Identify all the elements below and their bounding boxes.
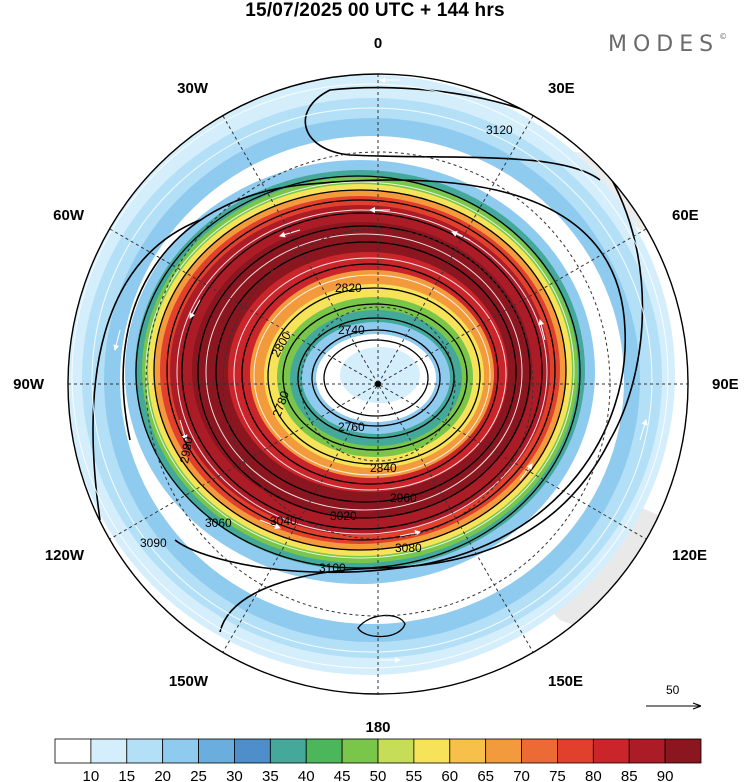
colorbar-swatch bbox=[305, 738, 343, 764]
wind-speed-field bbox=[68, 74, 688, 694]
contour-label-2760: 2760 bbox=[338, 420, 365, 434]
colorbar: 10 15 20 25 30 35 40 45 50 55 60 65 70 75 80 85 90 bbox=[54, 738, 702, 782]
contour-label-3120: 3120 bbox=[486, 123, 513, 137]
colorbar-swatch bbox=[377, 738, 415, 764]
contour-labels: 2740 2760 2780 2800 2820 2840 2960 2980 … bbox=[140, 123, 513, 575]
contour-label-3080: 3080 bbox=[395, 541, 422, 555]
lon-label-150e: 150E bbox=[548, 673, 583, 690]
colorbar-tick-label: 90 bbox=[657, 768, 674, 782]
colorbar-swatch bbox=[485, 738, 522, 764]
colorbar-tick-label: 60 bbox=[441, 768, 458, 782]
lon-label-60w: 60W bbox=[53, 207, 85, 224]
colorbar-tick-label: 30 bbox=[226, 768, 243, 782]
colorbar-swatch bbox=[198, 738, 235, 764]
copyright-mark: © bbox=[719, 32, 728, 41]
colorbar-swatch bbox=[521, 738, 558, 764]
brand-name: MODES bbox=[608, 32, 720, 57]
contour-label-3040: 3040 bbox=[270, 514, 297, 528]
lon-label-120w: 120W bbox=[45, 547, 85, 564]
contour-label-2740: 2740 bbox=[338, 323, 365, 337]
colorbar-tick-label: 80 bbox=[585, 768, 602, 782]
geopotential-contours bbox=[92, 86, 644, 638]
graticule bbox=[68, 74, 688, 694]
colorbar-swatch bbox=[413, 738, 451, 764]
colorbar-swatch bbox=[162, 738, 199, 764]
lon-label-30w: 30W bbox=[177, 80, 209, 97]
colorbar-tick-label: 25 bbox=[190, 768, 207, 782]
contour-label-2840: 2840 bbox=[370, 461, 397, 475]
colorbar-tick-label: 15 bbox=[118, 768, 135, 782]
colorbar-swatch bbox=[557, 738, 594, 764]
contour-label-2980: 2980 bbox=[177, 435, 195, 464]
colorbar-tick-label: 85 bbox=[621, 768, 638, 782]
colorbar-tick-label: 55 bbox=[406, 768, 423, 782]
lon-label-90w: 90W bbox=[13, 376, 45, 393]
contour-label-2960: 2960 bbox=[390, 491, 417, 505]
contour-label-3100: 3100 bbox=[319, 561, 346, 575]
colorbar-swatch bbox=[592, 738, 630, 764]
contour-label-2820: 2820 bbox=[335, 281, 362, 295]
colorbar-tick-label: 65 bbox=[477, 768, 494, 782]
colorbar-swatch bbox=[234, 738, 271, 764]
colorbar-tick-label: 70 bbox=[513, 768, 530, 782]
lon-label-120e: 120E bbox=[672, 547, 707, 564]
colorbar-swatch bbox=[449, 738, 487, 764]
contour-label-3060: 3060 bbox=[205, 516, 232, 530]
colorbar-tick-label: 35 bbox=[262, 768, 279, 782]
lon-label-30e: 30E bbox=[548, 80, 575, 97]
brand-logo: MODES© bbox=[608, 32, 727, 57]
colorbar-tick-label: 20 bbox=[154, 768, 171, 782]
wind-reference: 50 bbox=[646, 683, 700, 706]
south-pole-marker bbox=[375, 381, 381, 387]
wind-reference-value: 50 bbox=[666, 683, 680, 697]
lon-label-0: 0 bbox=[374, 35, 382, 52]
colorbar-swatch bbox=[90, 738, 128, 764]
longitude-labels: 0 30E 60E 90E 120E 150E 180 150W 120W 90… bbox=[13, 35, 739, 736]
map-border bbox=[67, 73, 689, 695]
colorbar-tick-label: 40 bbox=[298, 768, 315, 782]
contour-label-3020: 3020 bbox=[330, 509, 357, 523]
colorbar-tick-label: 50 bbox=[370, 768, 387, 782]
wind-arrows bbox=[113, 77, 648, 663]
colorbar-tick-label: 75 bbox=[549, 768, 566, 782]
colorbar-swatch bbox=[126, 738, 164, 764]
colorbar-tick-label: 10 bbox=[83, 768, 100, 782]
contour-label-3090: 3090 bbox=[140, 536, 167, 550]
lon-label-60e: 60E bbox=[672, 207, 699, 224]
colorbar-swatch bbox=[341, 738, 379, 764]
colorbar-tick-label: 45 bbox=[334, 768, 351, 782]
map-title: 15/07/2025 00 UTC + 144 hrs bbox=[245, 0, 505, 21]
wind-streamlines bbox=[71, 83, 669, 669]
lon-label-180: 180 bbox=[365, 719, 390, 736]
colorbar-swatch bbox=[54, 738, 92, 764]
lon-label-90e: 90E bbox=[712, 376, 739, 393]
colorbar-swatch bbox=[664, 738, 702, 764]
colorbar-swatch bbox=[269, 738, 307, 764]
lon-label-150w: 150W bbox=[169, 673, 209, 690]
colorbar-swatch bbox=[628, 738, 666, 764]
